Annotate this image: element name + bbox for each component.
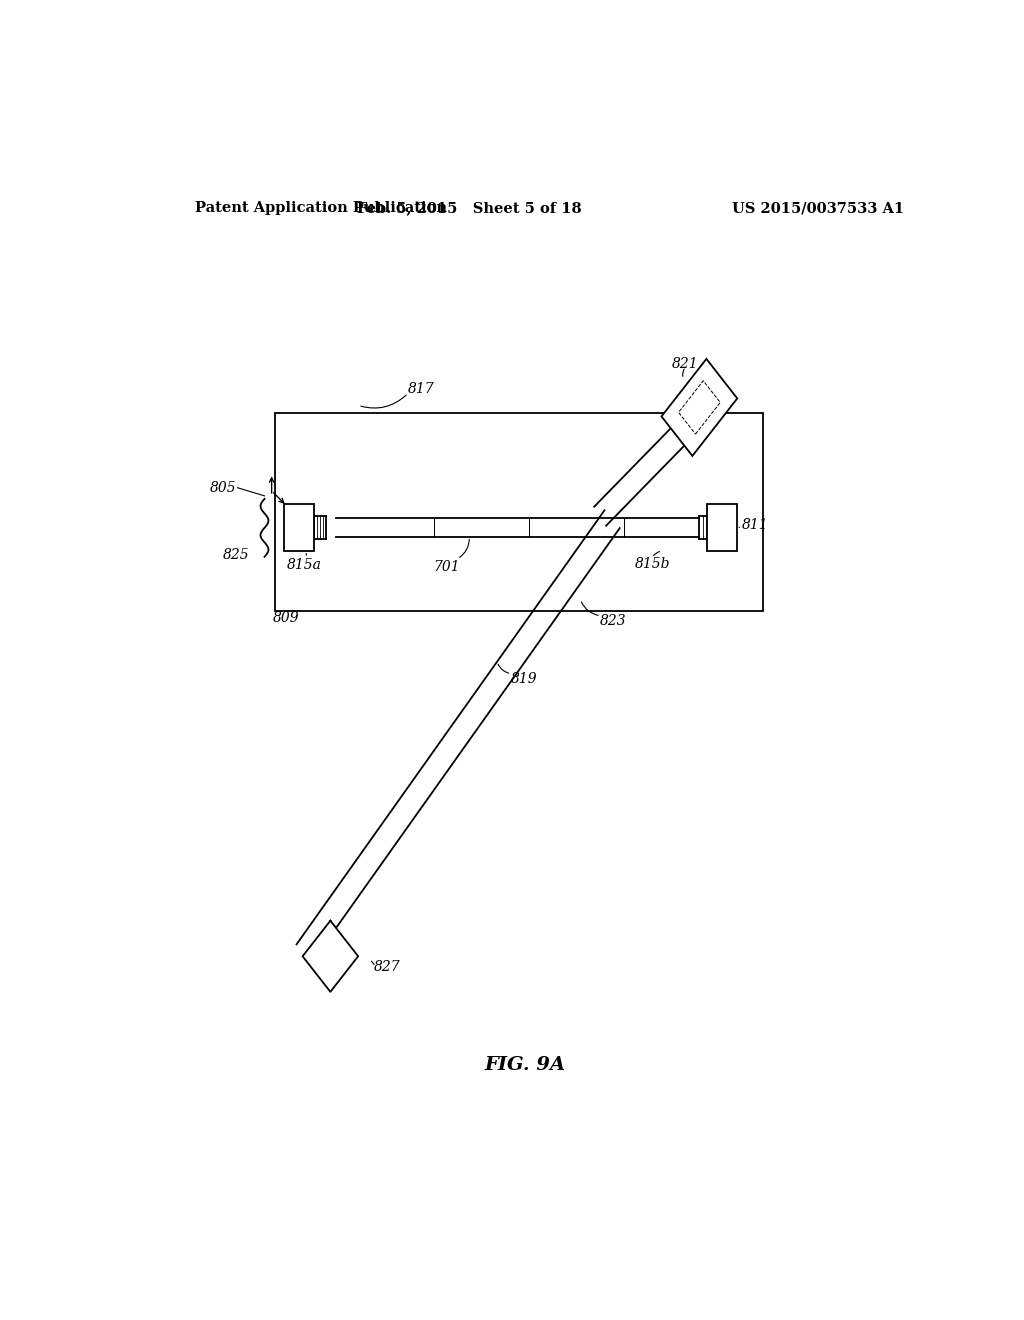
Text: 827: 827: [374, 961, 400, 974]
Text: 815a: 815a: [287, 558, 322, 572]
Text: 811: 811: [742, 519, 769, 532]
Polygon shape: [303, 921, 358, 991]
Bar: [679, 380, 720, 434]
Text: 805: 805: [209, 480, 236, 495]
Bar: [284, 504, 313, 550]
Text: 817: 817: [408, 381, 434, 396]
Text: 821: 821: [672, 356, 698, 371]
Text: US 2015/0037533 A1: US 2015/0037533 A1: [732, 201, 904, 215]
Text: FIG. 9A: FIG. 9A: [484, 1056, 565, 1074]
Text: 701: 701: [433, 560, 460, 574]
Text: 825: 825: [223, 548, 250, 562]
Text: 809: 809: [273, 611, 300, 624]
Bar: [708, 504, 737, 550]
Bar: [662, 359, 737, 455]
Text: 819: 819: [511, 672, 538, 686]
Bar: [274, 413, 763, 611]
Text: 815b: 815b: [634, 557, 670, 570]
Text: Patent Application Publication: Patent Application Publication: [196, 201, 447, 215]
Text: Feb. 5, 2015   Sheet 5 of 18: Feb. 5, 2015 Sheet 5 of 18: [357, 201, 582, 215]
Text: 823: 823: [600, 614, 627, 628]
